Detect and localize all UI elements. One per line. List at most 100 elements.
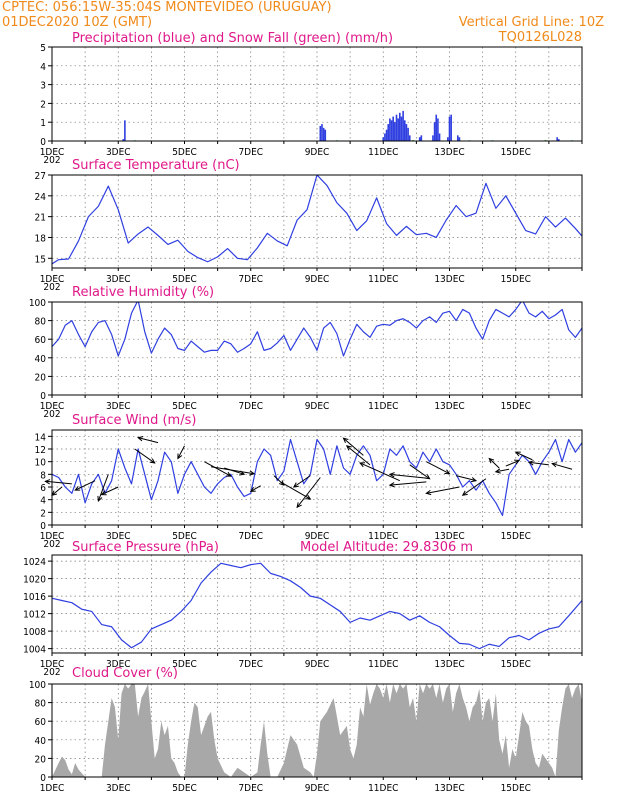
x-tick-label: 9DEC — [305, 147, 330, 158]
precip-bar — [400, 116, 403, 141]
y-tick-label: 60 — [35, 717, 47, 728]
precip-bar — [394, 122, 396, 141]
y-tick-label: 2 — [40, 99, 46, 110]
y-tick-label: 1024 — [23, 557, 46, 568]
y-tick-label: 80 — [35, 317, 47, 328]
x-tick-label: 1DEC — [40, 659, 65, 670]
wind-vector — [456, 475, 478, 483]
wind-vector-shaft — [343, 437, 364, 456]
y-tick-label: 80 — [35, 699, 47, 710]
x-tick-label: 13DEC — [434, 659, 464, 670]
wind-vector — [100, 486, 119, 496]
precip-bar — [384, 133, 386, 141]
x-tick-label: 11DEC — [368, 274, 398, 285]
wind-vector — [97, 474, 109, 503]
x-tick-label: 9DEC — [305, 401, 330, 412]
wind-vector-shaft — [177, 445, 185, 459]
x-tick-label: 3DEC — [106, 401, 131, 412]
x-tick-label: 7DEC — [238, 401, 263, 412]
wind-vector-shaft — [409, 464, 430, 480]
wind-vector — [425, 486, 460, 496]
precip-bar — [433, 122, 436, 141]
wind-title: Surface Wind (m/s) — [72, 413, 196, 428]
pres-title: Surface Pressure (hPa) — [72, 540, 219, 555]
precip-bar — [392, 116, 394, 141]
y-tick-label: 1016 — [23, 592, 46, 603]
wind-vector-head — [100, 490, 107, 496]
x-tick-label: 3DEC — [106, 274, 131, 285]
panel-frame — [51, 174, 583, 269]
wind-vector — [137, 436, 159, 444]
y-tick-label: 10 — [35, 458, 47, 469]
wind-vector-head — [292, 482, 299, 488]
x-tick-label: 11DEC — [368, 401, 398, 412]
wind-vector-shaft — [505, 459, 520, 467]
x-tick-label: 3DEC — [106, 659, 131, 670]
x-tick-label: 5DEC — [172, 401, 197, 412]
wind-vector-head — [388, 482, 395, 488]
wind-vector-head — [461, 490, 468, 496]
station-header: CPTEC: 056:15W-35:04S MONTEVIDEO (URUGUA… — [2, 0, 332, 15]
y-tick-label: 18 — [35, 233, 47, 244]
wind-vector — [292, 475, 311, 488]
precip-bar — [405, 124, 408, 141]
wind-vector-head — [239, 470, 246, 476]
temp-title: Surface Temperature (nC) — [72, 158, 240, 173]
x-tick-label: 5DEC — [172, 531, 197, 542]
panel-cloud: 0 20 40 60 80 100 Cloud Cover (%) 1DEC 3DEC 5DEC 7… — [29, 666, 583, 794]
wind-vector — [345, 445, 371, 466]
precip-bar — [322, 127, 325, 141]
year-label-stub: 202 — [43, 539, 60, 550]
y-tick-label: 40 — [35, 354, 47, 365]
wind-vector-shaft — [346, 445, 371, 466]
y-tick-label: 5 — [40, 43, 46, 54]
x-tick-label: 9DEC — [305, 783, 330, 794]
x-tick-label: 9DEC — [305, 531, 330, 542]
wind-vector-head — [44, 479, 51, 485]
wind-vector-head — [514, 459, 521, 465]
y-tick-label: 20 — [35, 754, 47, 765]
x-tick-label: 5DEC — [172, 659, 197, 670]
wind-vector — [359, 462, 401, 482]
x-tick-label: 15DEC — [501, 783, 531, 794]
run-date-header: 01DEC2020 10Z (GMT) — [2, 15, 153, 30]
grid-line-note: Vertical Grid Line: 10Z — [458, 15, 604, 30]
pres-series-line — [52, 562, 582, 650]
x-tick-label: 15DEC — [501, 659, 531, 670]
y-tick-label: 2 — [40, 508, 46, 519]
wind-vector — [273, 475, 285, 486]
y-tick-label: 0 — [40, 391, 46, 402]
wind-vector-head — [278, 480, 285, 486]
panel-pres: 1004 1008 1012 1016 1020 1024 Surface Pressure… — [23, 540, 583, 678]
wind-vector-head — [471, 477, 478, 483]
wind-vector-head — [444, 469, 451, 475]
precip-bar — [324, 129, 327, 141]
wind-vector-shaft — [495, 468, 510, 473]
y-tick-label: 100 — [29, 680, 46, 691]
x-tick-label: 7DEC — [238, 659, 263, 670]
wind-vector — [44, 479, 72, 485]
precip-bar — [319, 125, 322, 141]
precip-bar — [558, 139, 560, 141]
wind-vector — [177, 445, 185, 460]
y-tick-label: 6 — [40, 483, 46, 494]
precip-bar — [435, 114, 438, 141]
wind-vector-shaft — [389, 473, 427, 479]
y-tick-label: 1012 — [23, 610, 46, 621]
precip-bar — [387, 124, 390, 141]
wind-vector-shaft — [515, 451, 533, 461]
x-tick-label: 13DEC — [434, 147, 464, 158]
wind-vector-head — [296, 502, 302, 509]
precip-bar — [420, 135, 423, 141]
cloud-title: Cloud Cover (%) — [72, 666, 178, 681]
x-tick-label: 7DEC — [238, 531, 263, 542]
y-tick-label: 1004 — [23, 645, 46, 656]
wind-vector — [409, 464, 431, 480]
precip-bar — [418, 137, 421, 141]
y-tick-label: 14 — [35, 432, 47, 443]
y-tick-label: 0 — [40, 773, 46, 784]
wind-vector-head — [225, 471, 232, 477]
precip-bar — [408, 135, 411, 141]
y-tick-label: 100 — [29, 298, 46, 309]
wind-vector-shaft — [134, 448, 155, 464]
